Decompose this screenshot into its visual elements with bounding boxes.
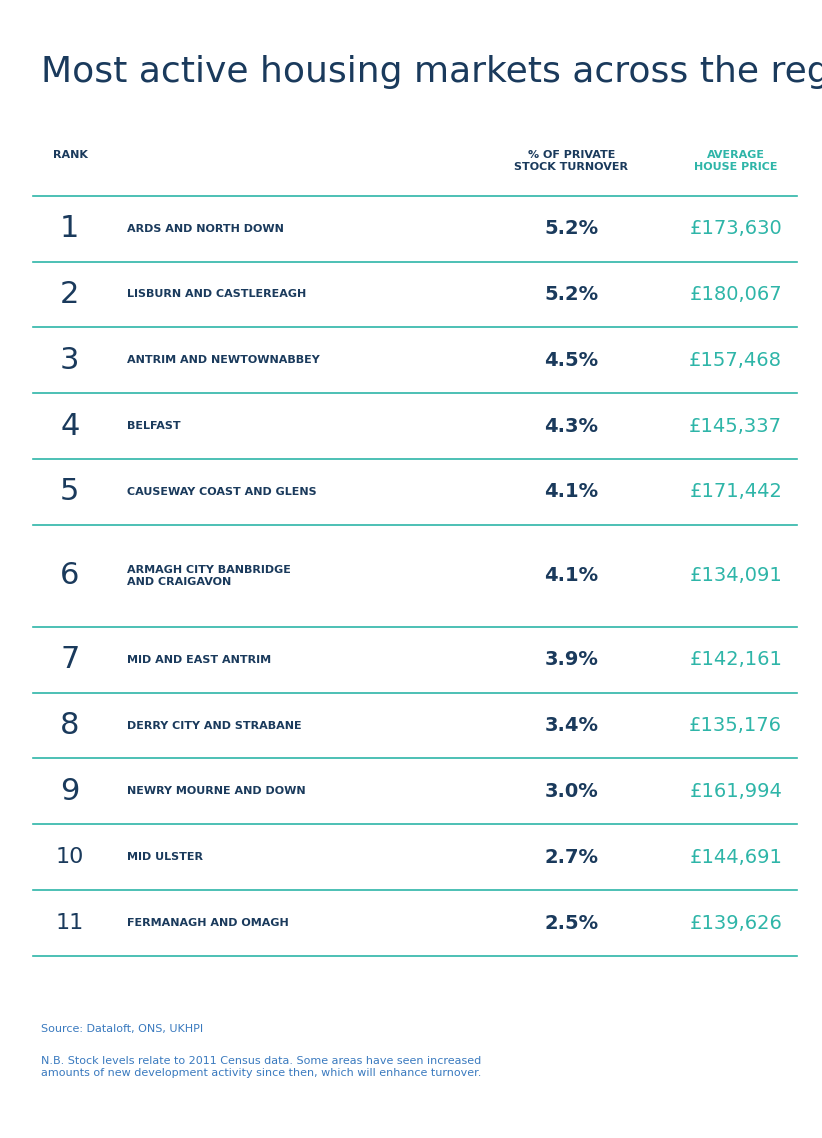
Text: 4.3%: 4.3% xyxy=(544,417,598,436)
Text: RANK: RANK xyxy=(53,150,88,160)
Text: NEWRY MOURNE AND DOWN: NEWRY MOURNE AND DOWN xyxy=(127,786,306,797)
Text: DERRY CITY AND STRABANE: DERRY CITY AND STRABANE xyxy=(127,720,302,731)
Text: MID AND EAST ANTRIM: MID AND EAST ANTRIM xyxy=(127,654,271,665)
Text: 9: 9 xyxy=(60,777,80,806)
Text: 10: 10 xyxy=(56,847,84,867)
Text: MID ULSTER: MID ULSTER xyxy=(127,852,203,863)
Text: ARDS AND NORTH DOWN: ARDS AND NORTH DOWN xyxy=(127,224,284,233)
Text: 11: 11 xyxy=(56,913,84,933)
Text: 5.2%: 5.2% xyxy=(544,284,598,304)
Text: £161,994: £161,994 xyxy=(690,782,782,801)
Text: 6: 6 xyxy=(60,561,80,591)
Text: £173,630: £173,630 xyxy=(690,220,782,238)
Text: 3.4%: 3.4% xyxy=(544,716,598,735)
Text: 7: 7 xyxy=(60,645,80,674)
Text: 4.5%: 4.5% xyxy=(544,351,598,370)
Text: CAUSEWAY COAST AND GLENS: CAUSEWAY COAST AND GLENS xyxy=(127,487,317,497)
Text: N.B. Stock levels relate to 2011 Census data. Some areas have seen increased
amo: N.B. Stock levels relate to 2011 Census … xyxy=(41,1056,482,1078)
Text: Source: Dataloft, ONS, UKHPI: Source: Dataloft, ONS, UKHPI xyxy=(41,1024,203,1034)
Text: ANTRIM AND NEWTOWNABBEY: ANTRIM AND NEWTOWNABBEY xyxy=(127,355,320,365)
Text: 3.9%: 3.9% xyxy=(544,650,598,669)
Text: £134,091: £134,091 xyxy=(690,567,782,585)
Text: 3.0%: 3.0% xyxy=(544,782,598,801)
Text: Most active housing markets across the region: Most active housing markets across the r… xyxy=(41,55,822,89)
Text: AVERAGE
HOUSE PRICE: AVERAGE HOUSE PRICE xyxy=(694,150,778,172)
Text: 5: 5 xyxy=(60,478,80,506)
Text: 5.2%: 5.2% xyxy=(544,220,598,238)
Text: LISBURN AND CASTLEREAGH: LISBURN AND CASTLEREAGH xyxy=(127,289,307,299)
Text: £135,176: £135,176 xyxy=(689,716,783,735)
Text: 3: 3 xyxy=(60,346,80,374)
Text: ARMAGH CITY BANBRIDGE
AND CRAIGAVON: ARMAGH CITY BANBRIDGE AND CRAIGAVON xyxy=(127,566,291,586)
Text: £180,067: £180,067 xyxy=(690,284,782,304)
Text: £142,161: £142,161 xyxy=(690,650,782,669)
Text: % OF PRIVATE
STOCK TURNOVER: % OF PRIVATE STOCK TURNOVER xyxy=(515,150,628,172)
Text: £171,442: £171,442 xyxy=(690,483,782,502)
Text: £139,626: £139,626 xyxy=(690,914,782,932)
Text: £145,337: £145,337 xyxy=(689,417,783,436)
Text: FERMANAGH AND OMAGH: FERMANAGH AND OMAGH xyxy=(127,918,289,927)
Text: 8: 8 xyxy=(60,711,80,740)
Text: 4.1%: 4.1% xyxy=(544,483,598,502)
Text: £144,691: £144,691 xyxy=(690,848,782,867)
Text: 4.1%: 4.1% xyxy=(544,567,598,585)
Text: 2.7%: 2.7% xyxy=(544,848,598,867)
Text: BELFAST: BELFAST xyxy=(127,421,181,431)
Text: £157,468: £157,468 xyxy=(689,351,783,370)
Text: 2.5%: 2.5% xyxy=(544,914,598,932)
Text: 1: 1 xyxy=(60,214,80,244)
Text: 4: 4 xyxy=(60,412,80,440)
Text: 2: 2 xyxy=(60,280,80,308)
